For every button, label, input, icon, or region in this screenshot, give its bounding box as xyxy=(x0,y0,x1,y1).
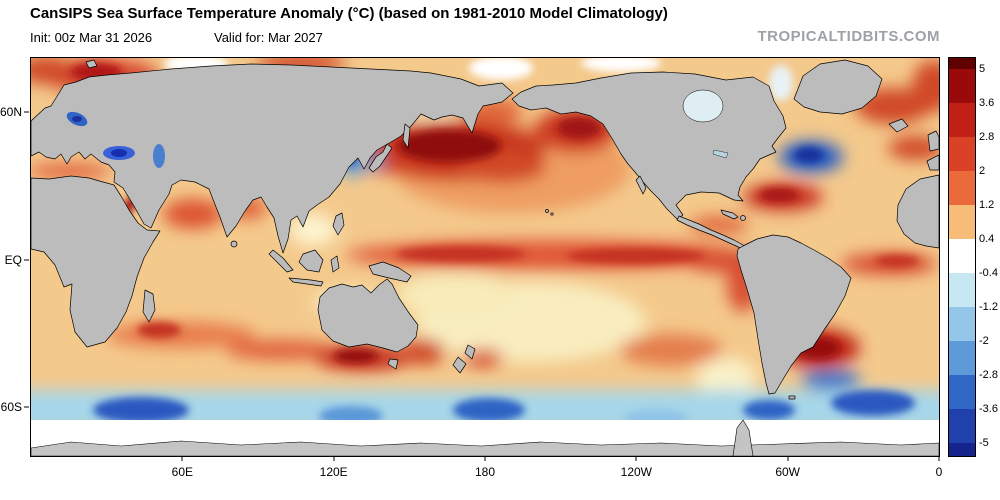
x-axis-label: 60E xyxy=(171,465,194,479)
y-axis-tick xyxy=(24,111,29,113)
colorbar-band xyxy=(949,58,975,70)
world-map-svg xyxy=(31,58,939,456)
landmasses xyxy=(31,59,939,400)
landmass-iberia xyxy=(926,154,939,171)
x-axis-tick xyxy=(181,456,183,461)
map-title: CanSIPS Sea Surface Temperature Anomaly … xyxy=(30,5,668,22)
valid-time: Valid for: Mar 2027 xyxy=(214,30,323,45)
x-axis-tick xyxy=(635,456,637,461)
colorbar-band xyxy=(949,137,975,172)
landmass-new-zealand xyxy=(452,344,476,374)
landmass-japan xyxy=(368,143,393,173)
y-axis-label: 60N xyxy=(0,105,22,119)
hudson-bay xyxy=(682,89,724,123)
colorbar-tick-label: 2 xyxy=(979,165,986,178)
landmass-iceland xyxy=(888,118,909,133)
colorbar-band xyxy=(949,205,975,240)
landmass-cuba xyxy=(720,209,739,220)
colorbar-tick-label: -2.8 xyxy=(979,369,998,382)
map-canvas xyxy=(30,57,940,457)
colorbar-tick-label: -2 xyxy=(979,335,989,348)
x-axis-label: 60W xyxy=(775,465,800,479)
landmass-tasmania xyxy=(387,358,399,370)
landmass-svalbard xyxy=(85,59,98,69)
landmass-australia xyxy=(317,278,419,353)
colorbar-band xyxy=(949,443,975,456)
colorbar-band xyxy=(949,103,975,138)
inland-seas xyxy=(66,89,729,168)
y-axis-tick xyxy=(24,406,29,408)
great-lakes xyxy=(712,149,729,159)
colorbar-tick-label: -0.4 xyxy=(979,267,998,280)
colorbar-labels: 5 3.6 2.8 2 1.2 0.4 -0.4 -1.2 -2 -2.8 -3.6 -5 xyxy=(979,58,1000,456)
x-axis-tick xyxy=(787,456,789,461)
landmass-africa xyxy=(31,175,161,348)
site-watermark: TROPICALTIDBITS.COM xyxy=(757,28,940,45)
init-time: Init: 00z Mar 31 2026 xyxy=(30,30,153,45)
colorbar-tick-label: -5 xyxy=(979,437,989,450)
colorbar-tick-label: 2.8 xyxy=(979,131,995,144)
colorbar-band xyxy=(949,273,975,308)
landmass-greenland xyxy=(793,59,883,115)
landmass-sakhalin xyxy=(402,123,411,149)
y-axis-label: EQ xyxy=(4,252,22,267)
colorbar-band xyxy=(949,375,975,410)
longitude-axis: 60E 120E 180 120W 60W 0 xyxy=(31,456,942,483)
black-sea-core xyxy=(111,149,127,157)
latitude-axis: 60N EQ 60S xyxy=(0,58,29,456)
landmass-baja xyxy=(635,175,647,195)
colorbar-tick-label: 5 xyxy=(979,63,986,76)
y-axis-label: 60S xyxy=(0,400,22,414)
landmass-philippines xyxy=(332,212,345,236)
landmass-british-isles xyxy=(927,130,939,152)
colorbar-tick-label: 3.6 xyxy=(979,97,995,110)
landmass-madagascar xyxy=(142,289,156,323)
x-axis-label: 120E xyxy=(319,465,348,479)
colorbar-band xyxy=(949,171,975,206)
colorbar-band xyxy=(949,409,975,444)
landmass-hispaniola xyxy=(740,215,746,221)
colorbar-tick-label: 1.2 xyxy=(979,199,995,212)
baltic-sea-core xyxy=(72,116,82,122)
colorbar-tick-label: -1.2 xyxy=(979,301,998,314)
landmass-hawaii-2 xyxy=(550,212,554,216)
colorbar-band xyxy=(949,69,975,104)
colorbar-band xyxy=(949,307,975,342)
landmass-indonesia xyxy=(268,249,412,287)
landmass-falklands xyxy=(788,395,796,400)
sst-anomaly-cores xyxy=(70,58,919,427)
colorbar-band xyxy=(949,239,975,274)
x-axis-tick xyxy=(484,456,486,461)
x-axis-label: 180 xyxy=(474,465,496,479)
colorbar-tick-label: 0.4 xyxy=(979,233,995,246)
antarctica xyxy=(31,419,939,456)
landmass-eurasia xyxy=(31,63,514,254)
x-axis-tick xyxy=(333,456,335,461)
x-axis-tick xyxy=(938,456,940,461)
antarctic-peninsula xyxy=(732,419,754,456)
x-axis-label: 120W xyxy=(620,465,653,479)
colorbar-band xyxy=(949,341,975,376)
caspian-sea-anomaly xyxy=(153,144,165,168)
landmass-west-africa xyxy=(896,174,939,249)
colorbar-tick-label: -3.6 xyxy=(979,403,998,416)
x-axis-label: 0 xyxy=(935,465,943,479)
y-axis-tick xyxy=(24,259,29,260)
landmass-hawaii xyxy=(545,209,549,213)
landmass-sri-lanka xyxy=(230,240,238,248)
colorbar-bands xyxy=(948,57,976,457)
landmass-south-america xyxy=(736,234,852,395)
